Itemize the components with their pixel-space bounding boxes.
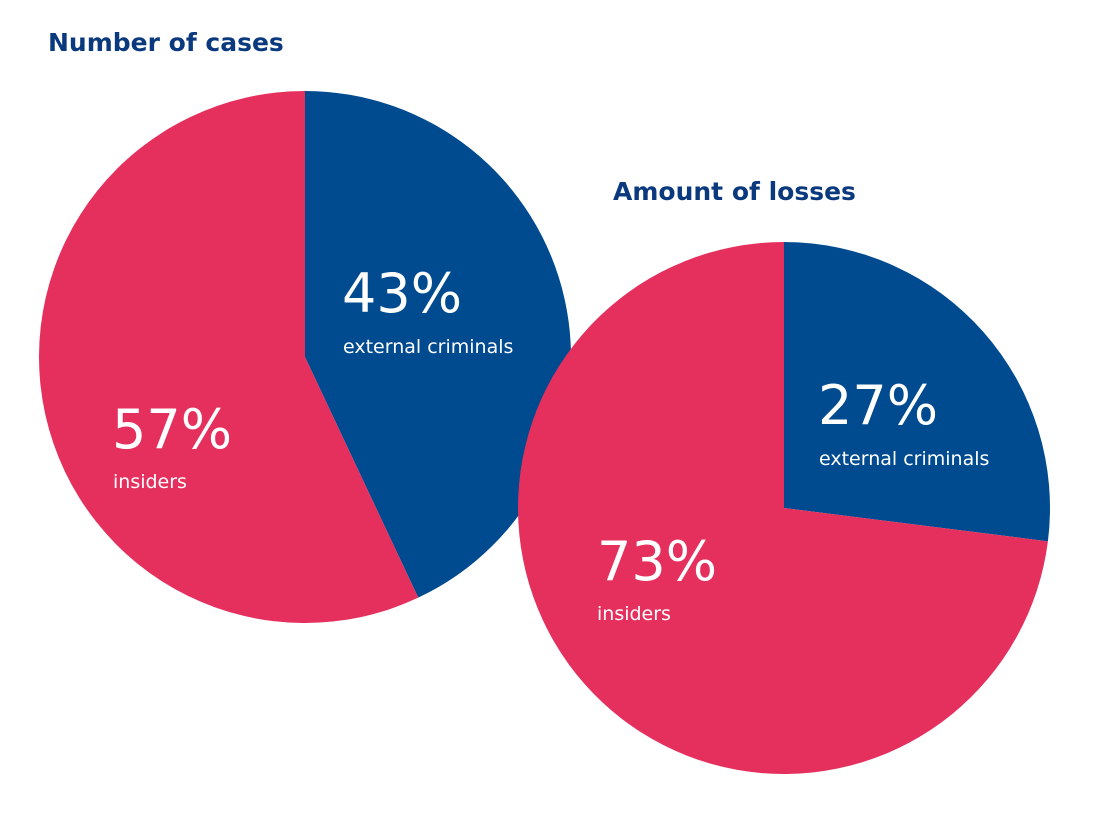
external-criminals-label: external criminals — [343, 336, 513, 358]
insiders-label: insiders — [113, 471, 187, 493]
chart-title: Number of cases — [48, 28, 284, 57]
number-of-cases-chart: Number of cases 43% external criminals 5… — [38, 28, 571, 623]
amount-of-losses-chart: Amount of losses 27% external criminals … — [517, 177, 1050, 775]
external-criminals-slice — [784, 242, 1050, 542]
insiders-label: insiders — [597, 603, 671, 625]
external-criminals-slice — [305, 91, 571, 598]
insiders-percent: 57% — [112, 398, 232, 461]
chart-title: Amount of losses — [613, 177, 856, 206]
insiders-slice — [517, 242, 1048, 775]
external-criminals-percent: 27% — [818, 374, 938, 437]
insiders-slice — [38, 91, 419, 623]
external-criminals-percent: 43% — [342, 262, 462, 325]
insiders-percent: 73% — [597, 530, 717, 593]
external-criminals-label: external criminals — [819, 448, 989, 470]
